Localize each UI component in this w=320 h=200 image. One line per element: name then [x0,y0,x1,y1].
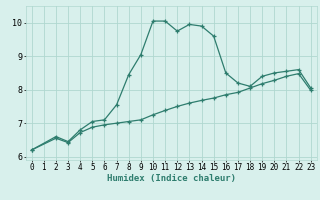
X-axis label: Humidex (Indice chaleur): Humidex (Indice chaleur) [107,174,236,183]
